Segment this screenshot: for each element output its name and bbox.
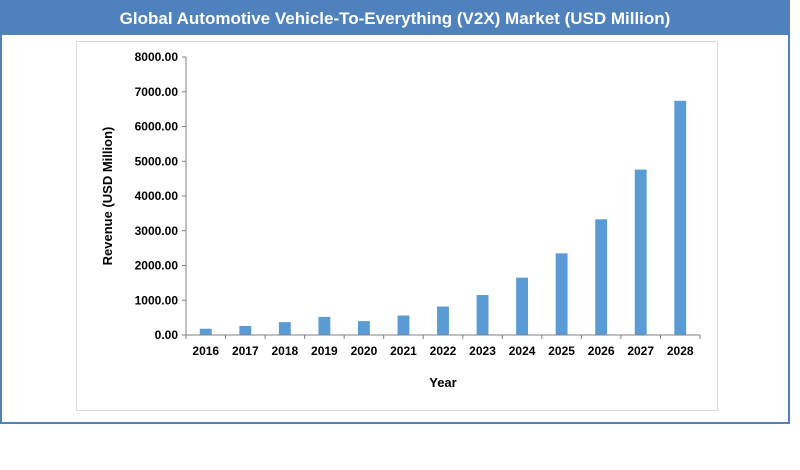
bars [199,100,687,335]
x-tick-label: 2021 [390,344,417,358]
bar-2024 [516,277,529,335]
x-tick-label: 2026 [588,344,615,358]
y-tick-label: 1000.00 [135,293,179,307]
y-axis-ticks: 0.00 1000.00 2000.00 3000.00 4000.00 5000.00 6… [135,50,186,342]
x-tick-label: 2019 [311,344,338,358]
x-tick-label: 2017 [232,344,259,358]
y-tick-label: 6000.00 [135,120,179,134]
x-tick-label: 2025 [548,344,575,358]
bar-2017 [239,325,252,335]
x-axis-title: Year [429,375,456,390]
x-tick-label: 2020 [351,344,378,358]
x-tick-label: 2027 [627,344,654,358]
bar-2023 [476,295,489,335]
bar-2028 [674,100,687,335]
x-tick-label: 2024 [509,344,536,358]
x-tick-label: 2028 [667,344,694,358]
bar-2022 [437,306,449,335]
y-tick-label: 4000.00 [135,189,179,203]
bar-2020 [357,321,370,335]
bar-2016 [199,328,212,335]
bar-2026 [595,219,608,335]
y-tick-label: 0.00 [155,328,179,342]
x-tick-label: 2023 [469,344,496,358]
x-tick-label: 2022 [430,344,457,358]
y-tick-label: 5000.00 [135,154,179,168]
bar-2021 [397,315,410,335]
y-tick-label: 7000.00 [135,85,179,99]
x-axis-ticks: 2016 2017 2018 2019 2020 2021 2022 2023 2024 2025… [185,335,701,358]
bar-2018 [278,322,291,335]
x-tick-label: 2018 [271,344,298,358]
bar-2025 [555,253,568,335]
x-tick-label: 2016 [192,344,219,358]
bar-2027 [634,169,647,335]
y-tick-label: 2000.00 [135,259,179,273]
chart-title: Global Automotive Vehicle-To-Everything … [2,2,788,35]
bar-2019 [318,316,331,335]
y-tick-label: 3000.00 [135,224,179,238]
chart-area [76,41,718,411]
y-axis-title: Revenue (USD Million) [100,127,115,266]
y-tick-label: 8000.00 [135,50,179,64]
bar-chart: 0.00 1000.00 2000.00 3000.00 4000.00 5000.00 6… [100,50,701,390]
